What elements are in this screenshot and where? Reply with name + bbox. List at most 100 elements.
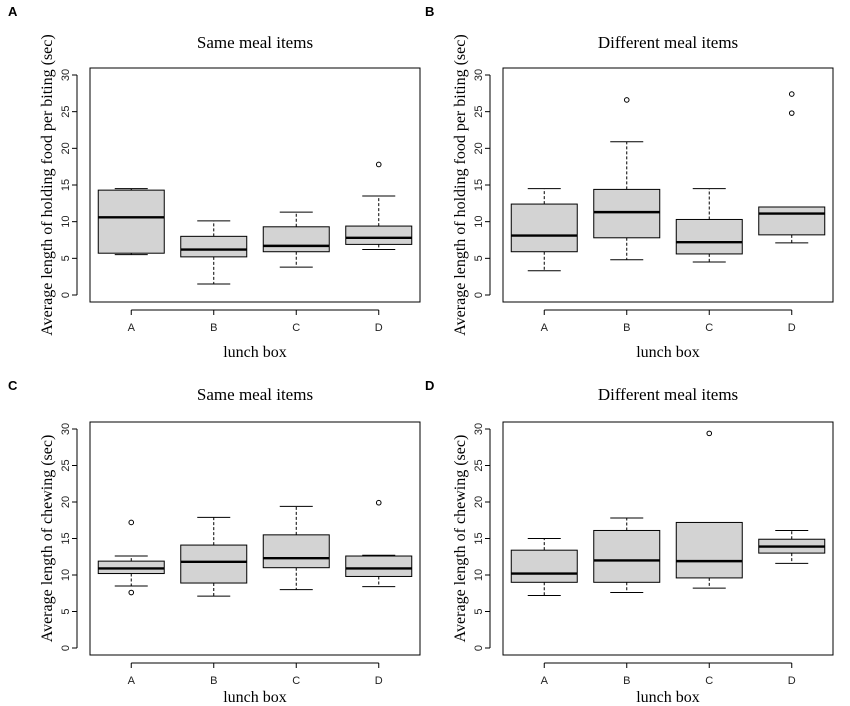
x-tick-label: B [210,322,217,334]
y-tick-label: 10 [473,569,485,581]
y-axis-title: Average length of chewing (sec) [452,435,469,643]
x-tick-label: D [788,322,796,334]
iqr-box [758,206,826,236]
panel-a: A Same meal items lunch box Average length … [8,4,421,361]
iqr-box [262,226,330,253]
y-tick-label: 20 [60,142,72,154]
y-axis-title: Average length of holding food per bitin… [39,34,56,335]
outlier-point [375,499,382,506]
y-tick-label: 20 [60,496,72,508]
outlier-point [375,161,382,168]
x-tick-label: C [292,322,300,334]
y-tick-label: 10 [60,216,72,228]
outlier-point [788,91,795,97]
y-tick-label: 15 [60,179,72,191]
box-b [593,517,661,594]
box-d [758,91,826,244]
box-a [97,188,165,256]
iqr-box [675,521,743,579]
plot-frame [89,67,421,303]
x-axis-title: lunch box [223,344,287,361]
y-tick-label: 0 [473,292,485,298]
y-tick-label: 25 [473,106,485,118]
y-tick-label: 20 [473,142,485,154]
x-axis-title: lunch box [223,689,287,706]
iqr-box [262,534,330,569]
y-tick-label: 5 [473,608,485,614]
box-c [262,505,330,591]
outlier-point [128,589,135,596]
y-tick-label: 25 [60,106,72,118]
x-tick-label: A [541,675,549,687]
outlier-point [623,97,630,103]
plot-frame [89,421,421,656]
box-d [758,529,826,564]
y-tick-label: 0 [60,645,72,651]
iqr-box [510,549,578,583]
x-tick-label: D [788,675,796,687]
box-a [510,188,578,272]
y-tick-label: 15 [473,532,485,544]
panel-title: Different meal items [598,33,738,52]
box-b [180,220,248,285]
y-tick-label: 0 [473,645,485,651]
y-tick-label: 30 [60,423,72,435]
box-d [345,499,413,588]
iqr-box [345,225,413,245]
y-tick-label: 30 [473,69,485,81]
panel-letter: D [425,378,434,393]
y-tick-label: 10 [60,569,72,581]
x-tick-label: B [210,675,217,687]
y-tick-label: 0 [60,292,72,298]
panel-letter: B [425,4,434,19]
x-tick-label: C [292,675,300,687]
x-tick-label: B [623,322,630,334]
y-axis-title: Average length of chewing (sec) [39,435,56,643]
iqr-box [593,188,661,239]
box-d [345,161,413,251]
box-b [180,516,248,597]
iqr-box [345,555,413,577]
panel-letter: A [8,4,18,19]
plot-frame [502,421,834,656]
iqr-box [180,544,248,584]
y-tick-label: 15 [60,532,72,544]
y-tick-label: 5 [60,255,72,261]
panel-title: Same meal items [197,385,313,404]
box-c [675,430,743,589]
iqr-box [180,235,248,258]
y-tick-label: 20 [473,496,485,508]
plot-frame [502,67,834,303]
y-tick-label: 30 [60,69,72,81]
outlier-point [706,430,713,437]
x-tick-label: A [128,322,136,334]
y-tick-label: 30 [473,423,485,435]
x-axis-title: lunch box [636,344,700,361]
x-tick-label: C [705,322,713,334]
y-tick-label: 25 [473,459,485,471]
x-tick-label: A [128,675,136,687]
outlier-point [128,519,135,526]
panel-b: B Different meal items lunch box Average le… [425,4,834,361]
y-tick-label: 25 [60,459,72,471]
x-tick-label: C [705,675,713,687]
iqr-box [510,203,578,253]
panel-title: Same meal items [197,33,313,52]
y-tick-label: 10 [473,216,485,228]
iqr-box [675,218,743,255]
y-tick-label: 5 [60,608,72,614]
iqr-box [593,529,661,583]
panel-d: D Different meal items lunch box Average le… [425,378,834,706]
x-tick-label: D [375,675,383,687]
x-axis-title: lunch box [636,689,700,706]
panel-c: C Same meal items lunch box Average length … [8,378,421,706]
x-tick-label: A [541,322,549,334]
y-axis-title: Average length of holding food per bitin… [452,34,469,335]
box-c [262,211,330,268]
box-c [675,188,743,263]
x-tick-label: D [375,322,383,334]
y-tick-label: 5 [473,255,485,261]
panel-letter: C [8,378,18,393]
panel-title: Different meal items [598,385,738,404]
